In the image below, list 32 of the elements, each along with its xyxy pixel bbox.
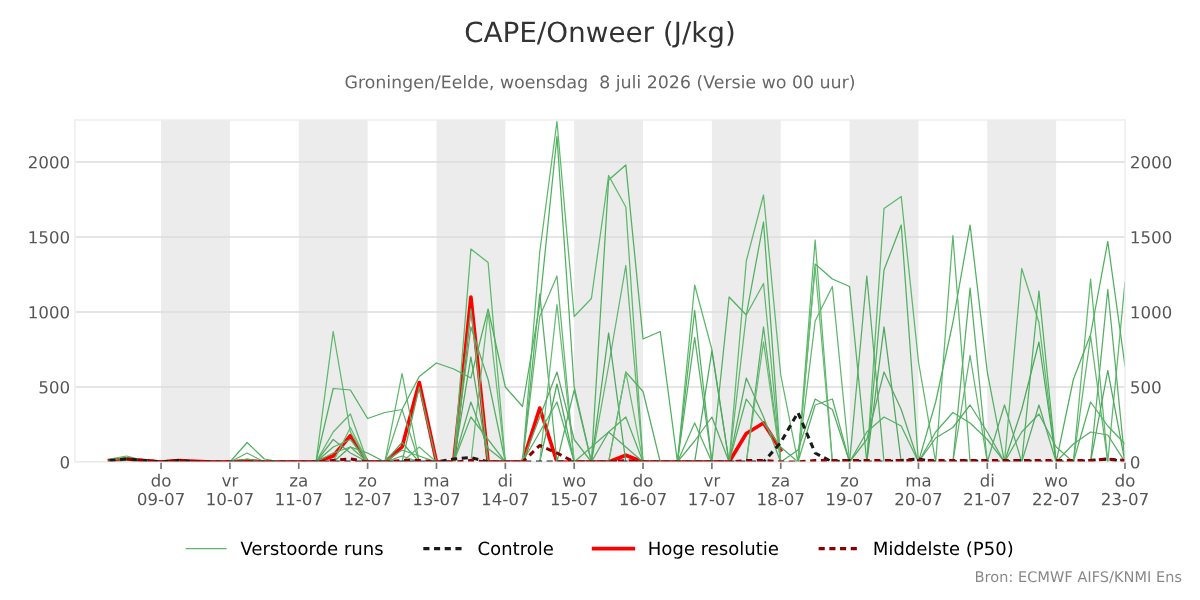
x-tick-label: wo 15-07 (551, 477, 597, 506)
x-tick-label: vr 17-07 (689, 477, 735, 506)
legend-label: Verstoorde runs (240, 541, 383, 556)
x-tick-label: wo 22-07 (1033, 477, 1079, 506)
x-tick-label: do 23-07 (1102, 473, 1148, 506)
chart-title: CAPE/Onweer (J/kg) (465, 20, 734, 48)
y2-tick-label: 500 (1131, 380, 1161, 394)
x-tick-label: di 14-07 (482, 473, 529, 506)
x-tick-label: vr 10-07 (207, 477, 253, 506)
x-tick-label: za 18-07 (758, 477, 804, 506)
x-tick-label: zo 19-07 (827, 477, 873, 506)
x-tick-label: ma 13-07 (414, 477, 460, 506)
y-tick-label: 1000 (29, 305, 70, 319)
x-tick-label: zo 12-07 (345, 477, 391, 506)
x-tick-label: ma 20-07 (895, 477, 942, 506)
y-tick-label: 1500 (29, 230, 70, 244)
x-tick-label: do 09-07 (137, 473, 184, 506)
y-tick-label: 500 (39, 380, 70, 394)
y-tick-label: 2000 (28, 155, 70, 169)
x-tick-label: di 21-07 (964, 473, 1011, 506)
x-tick-label: do 16-07 (620, 473, 666, 506)
chart-subtitle: Groningen/Eelde, woensdag 8 juli 2026 (Versie wo 00 uur) (345, 75, 855, 92)
y2-tick-label: 1000 (1131, 305, 1172, 319)
legend-label: Hoge resolutie (649, 541, 778, 559)
legend-label: Controle (478, 541, 553, 556)
y2-tick-label: 2000 (1131, 155, 1172, 169)
legend-label: Middelste (P50) (874, 541, 1013, 558)
x-tick-label: za 11-07 (276, 477, 322, 506)
y-tick-label: 0 (60, 455, 70, 469)
y2-tick-label: 1500 (1131, 230, 1172, 244)
y2-tick-label: 0 (1130, 455, 1140, 469)
text: Bron: ECMWF AIFS/KNMI Ens (975, 571, 1182, 584)
